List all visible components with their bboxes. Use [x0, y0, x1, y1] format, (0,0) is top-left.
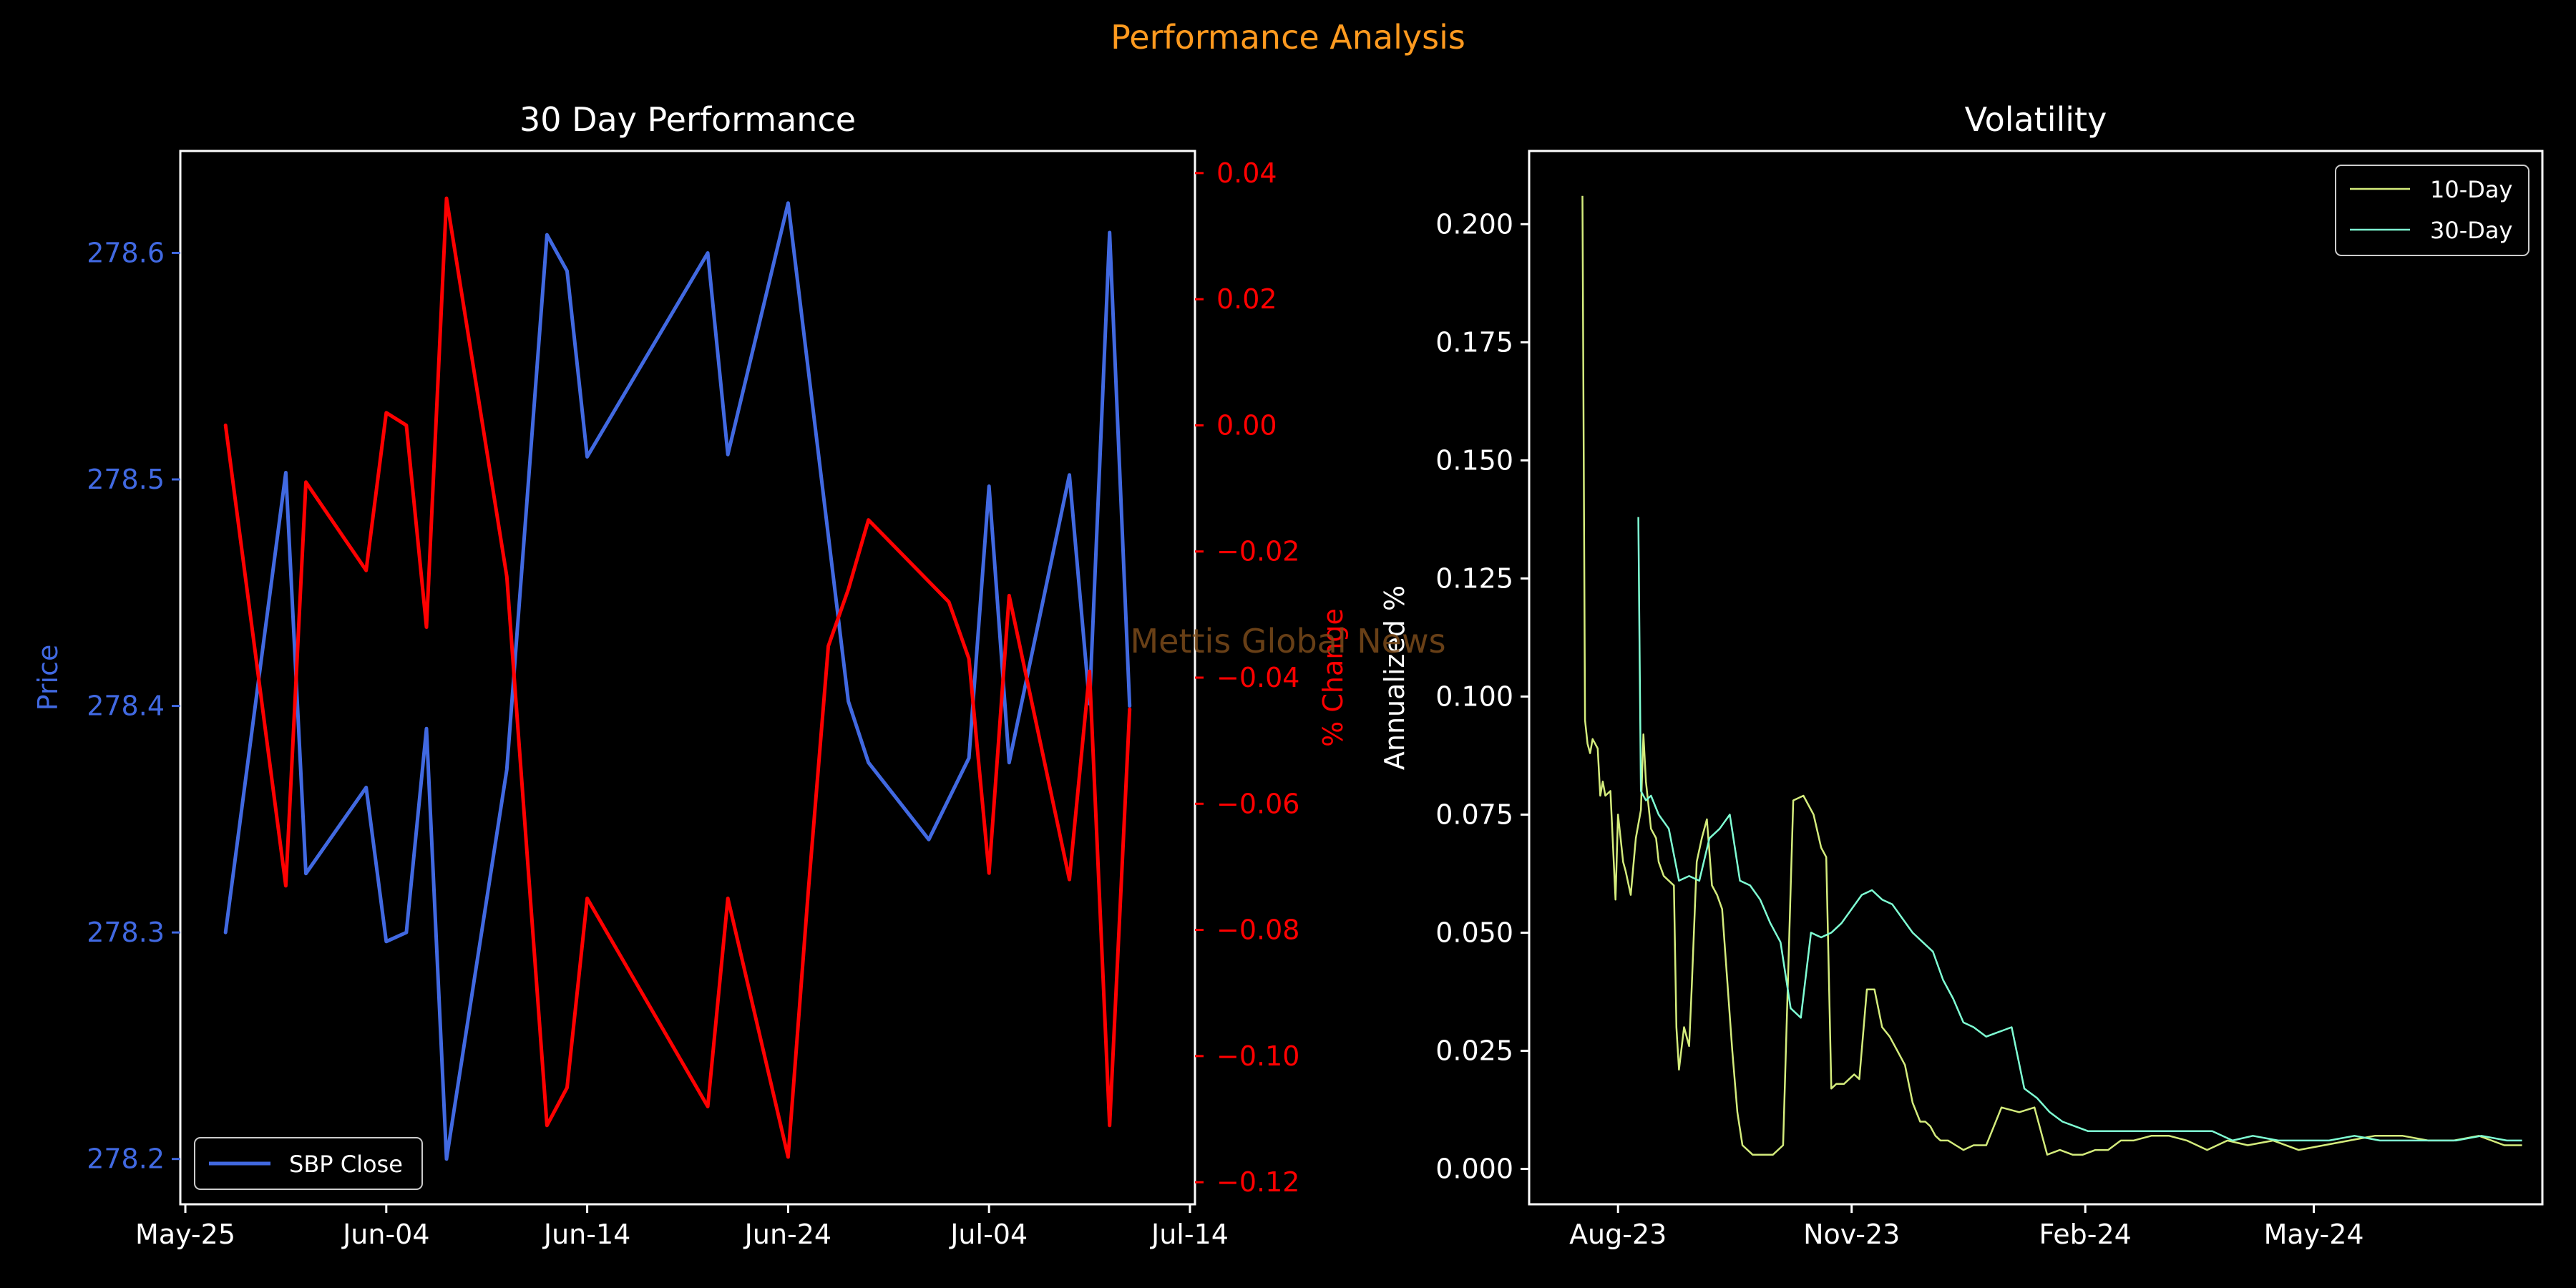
- x-tick-label: Jun-24: [743, 1219, 831, 1250]
- y2-tick-label: −0.12: [1216, 1166, 1299, 1198]
- performance-legend: SBP Close: [194, 1137, 423, 1190]
- volatility-axis-label: Annualized %: [1379, 585, 1410, 770]
- x-tick-label: Jun-14: [542, 1219, 630, 1250]
- x-tick-label: Jul-04: [949, 1219, 1028, 1250]
- y-tick-label: 0.150: [1435, 444, 1513, 476]
- x-tick-label: May-24: [2264, 1219, 2364, 1250]
- pct-change-axis-label: % Change: [1317, 608, 1349, 747]
- price-axis-label: Price: [32, 645, 64, 711]
- y-tick-label: 0.125: [1435, 562, 1513, 594]
- x-tick-label: Jun-04: [341, 1219, 429, 1250]
- volatility-legend: 10-Day 30-Day: [2335, 165, 2529, 256]
- y2-tick-label: 0.00: [1216, 409, 1277, 441]
- y-tick-label: 278.4: [87, 691, 165, 722]
- y2-tick-label: 0.02: [1216, 283, 1277, 315]
- y2-tick-label: 0.04: [1216, 157, 1277, 189]
- y-tick-label: 0.200: [1435, 208, 1513, 240]
- y-tick-label: 0.175: [1435, 326, 1513, 358]
- figure-suptitle: Performance Analysis: [1111, 18, 1465, 57]
- pct-change-line: [223, 196, 1132, 1159]
- y-tick-label: 278.6: [87, 237, 165, 268]
- volatility-axes-frame: [1528, 150, 2544, 1206]
- y-tick-label: 278.3: [87, 917, 165, 948]
- y2-tick-label: −0.06: [1216, 788, 1299, 819]
- x-tick-label: Feb-24: [2039, 1219, 2132, 1250]
- y-tick-label: 278.5: [87, 464, 165, 495]
- y-tick-label: 278.2: [87, 1143, 165, 1175]
- volatility-subplot: Volatility Aug-23 Nov-23 Feb-24 May-24 0.000 0…: [1379, 100, 2544, 1250]
- sbp-close-line: [223, 201, 1132, 1161]
- performance-subplot: 30 Day Performance May-25 Jun-04 Jun-14 Jun-…: [32, 100, 1349, 1250]
- legend-frame: [2335, 165, 2529, 256]
- y2-tick-label: −0.04: [1216, 662, 1299, 693]
- y-tick-label: 0.075: [1435, 799, 1513, 830]
- legend-frame: [194, 1137, 423, 1190]
- volatility-10-day-line: [1581, 195, 2522, 1156]
- legend-label-sbp-close: SBP Close: [289, 1151, 403, 1178]
- volatility-title: Volatility: [1965, 100, 2107, 139]
- y2-tick-label: −0.10: [1216, 1040, 1299, 1072]
- performance-title: 30 Day Performance: [519, 100, 856, 139]
- y-tick-label: 0.025: [1435, 1035, 1513, 1066]
- x-tick-label: Aug-23: [1569, 1219, 1667, 1250]
- x-tick-label: Jul-14: [1150, 1219, 1229, 1250]
- y2-tick-label: −0.02: [1216, 536, 1299, 567]
- y2-tick-label: −0.08: [1216, 914, 1299, 946]
- x-tick-label: Nov-23: [1803, 1219, 1900, 1250]
- x-tick-label: May-25: [135, 1219, 235, 1250]
- y-tick-label: 0.100: [1435, 680, 1513, 712]
- y-tick-label: 0.050: [1435, 917, 1513, 948]
- volatility-30-day-line: [1637, 517, 2522, 1142]
- y-tick-label: 0.000: [1435, 1153, 1513, 1184]
- watermark: Mettis Global News: [1130, 622, 1445, 660]
- legend-label-10-day: 10-Day: [2430, 176, 2512, 203]
- legend-label-30-day: 30-Day: [2430, 217, 2512, 244]
